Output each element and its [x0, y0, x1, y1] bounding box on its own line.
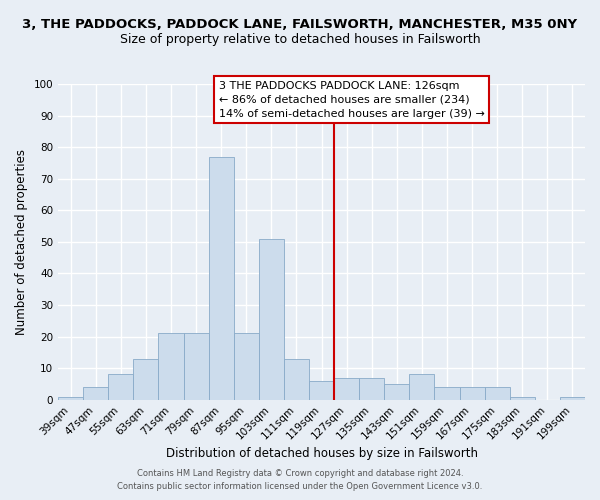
- Bar: [133, 358, 158, 400]
- Bar: [409, 374, 434, 400]
- Bar: [434, 387, 460, 400]
- Bar: [83, 387, 108, 400]
- Bar: [384, 384, 409, 400]
- Text: Size of property relative to detached houses in Failsworth: Size of property relative to detached ho…: [119, 32, 481, 46]
- Bar: [209, 156, 233, 400]
- Bar: [485, 387, 510, 400]
- Bar: [259, 238, 284, 400]
- Bar: [284, 358, 309, 400]
- Bar: [510, 396, 535, 400]
- Bar: [158, 334, 184, 400]
- Bar: [184, 334, 209, 400]
- Text: 3, THE PADDOCKS, PADDOCK LANE, FAILSWORTH, MANCHESTER, M35 0NY: 3, THE PADDOCKS, PADDOCK LANE, FAILSWORT…: [22, 18, 578, 30]
- Text: Contains HM Land Registry data © Crown copyright and database right 2024.
Contai: Contains HM Land Registry data © Crown c…: [118, 469, 482, 491]
- Bar: [334, 378, 359, 400]
- Bar: [233, 334, 259, 400]
- Text: 3 THE PADDOCKS PADDOCK LANE: 126sqm
← 86% of detached houses are smaller (234)
1: 3 THE PADDOCKS PADDOCK LANE: 126sqm ← 86…: [219, 81, 485, 119]
- Bar: [359, 378, 384, 400]
- Bar: [108, 374, 133, 400]
- Bar: [560, 396, 585, 400]
- X-axis label: Distribution of detached houses by size in Failsworth: Distribution of detached houses by size …: [166, 447, 478, 460]
- Bar: [58, 396, 83, 400]
- Bar: [309, 381, 334, 400]
- Bar: [460, 387, 485, 400]
- Y-axis label: Number of detached properties: Number of detached properties: [15, 149, 28, 335]
